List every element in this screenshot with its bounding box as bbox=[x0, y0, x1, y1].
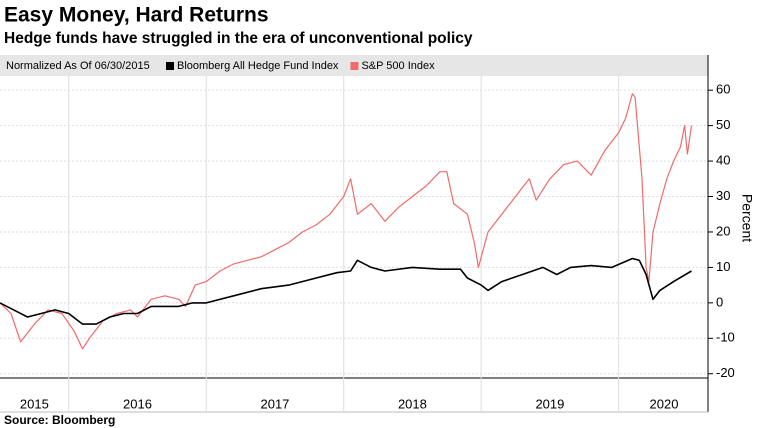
x-tick-label: 2017 bbox=[260, 396, 289, 411]
y-tick-label: 0 bbox=[716, 294, 723, 309]
legend-swatch bbox=[166, 62, 174, 70]
series-line bbox=[0, 257, 692, 325]
x-tick-label: 2016 bbox=[123, 396, 152, 411]
x-tick-label: 2015 bbox=[20, 396, 49, 411]
x-tick-label: 2020 bbox=[650, 396, 679, 411]
chart-subtitle: Hedge funds have struggled in the era of… bbox=[4, 30, 473, 47]
legend-label: Bloomberg All Hedge Fund Index bbox=[177, 60, 339, 72]
y-tick-label: 50 bbox=[716, 117, 730, 132]
y-tick-label: 40 bbox=[716, 153, 730, 168]
y-tick-label: -10 bbox=[716, 330, 735, 345]
legend-swatch bbox=[350, 62, 359, 70]
y-tick-label: 20 bbox=[716, 223, 730, 238]
legend-label: S&P 500 Index bbox=[361, 60, 435, 72]
y-tick-label: 60 bbox=[716, 82, 730, 97]
y-tick-label: 10 bbox=[716, 259, 730, 274]
x-tick-label: 2018 bbox=[398, 396, 427, 411]
y-axis-label: Percent bbox=[739, 194, 755, 242]
series-line bbox=[0, 93, 693, 350]
x-tick-label: 2019 bbox=[535, 396, 564, 411]
y-tick-label: 30 bbox=[716, 188, 730, 203]
y-tick-label: -20 bbox=[716, 365, 735, 380]
source: Source: Bloomberg bbox=[4, 413, 115, 427]
legend-note: Normalized As Of 06/30/2015 bbox=[6, 60, 150, 72]
chart-title: Easy Money, Hard Returns bbox=[4, 4, 269, 27]
